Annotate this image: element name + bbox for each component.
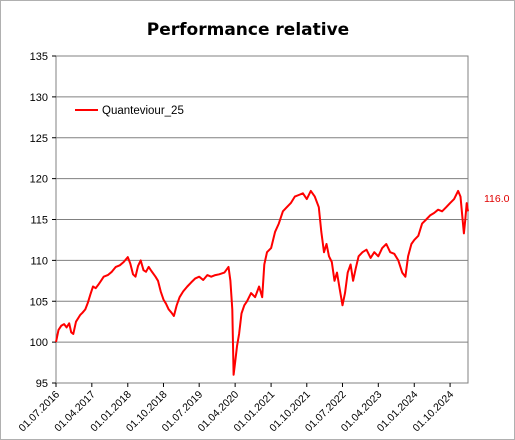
x-axis: 01.07.201601.04.201701.01.201801.10.2018… [16,383,456,434]
legend: Quanteviour_25 [75,105,184,117]
y-tick-label: 105 [30,296,48,308]
y-tick-label: 110 [30,255,48,267]
legend-label: Quanteviour_25 [102,105,184,117]
y-tick-label: 130 [30,92,48,104]
y-tick-label: 95 [36,378,48,390]
series-layer [55,189,469,376]
y-tick-label: 135 [30,51,48,63]
y-axis: 95 100 105 110 115 120 125 130 135 [30,51,56,390]
y-tick-label: 120 [30,174,48,186]
end-value-label: 116.0 [484,193,510,205]
y-tick-label: 100 [30,337,48,349]
chart-title: Performance relative [147,20,349,40]
y-tick-label: 125 [30,133,48,145]
series-line-quanteviour-25 [55,189,469,376]
y-tick-label: 115 [30,215,48,227]
